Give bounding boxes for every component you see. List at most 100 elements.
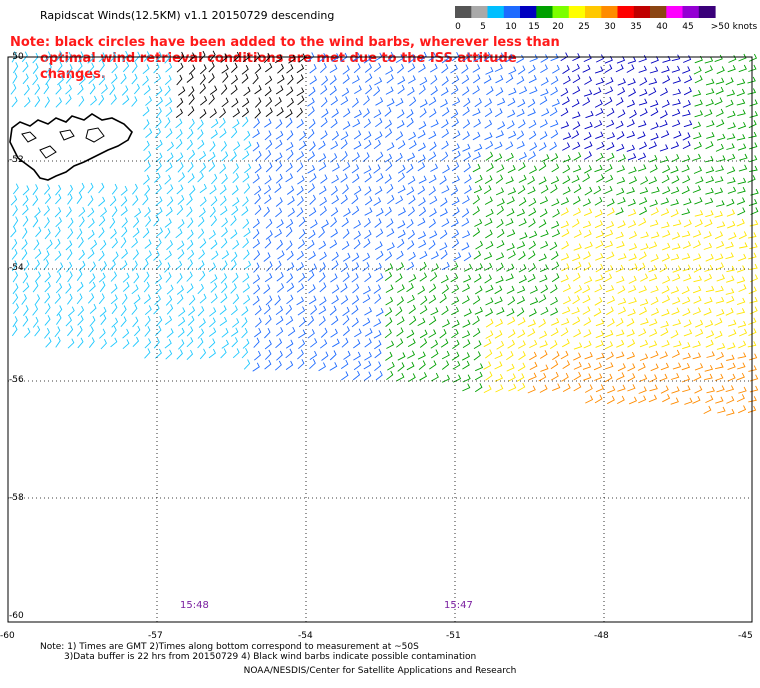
wind-barb	[451, 143, 460, 152]
wind-barb	[254, 350, 261, 361]
wind-barb	[648, 340, 658, 348]
wind-barb	[639, 306, 648, 316]
wind-barb	[210, 196, 218, 207]
wind-barb	[428, 316, 437, 326]
wind-barb-field	[10, 50, 759, 416]
wind-barb	[253, 250, 261, 261]
wind-barb	[508, 130, 517, 139]
wind-barb	[683, 55, 692, 63]
wind-barb	[747, 88, 757, 95]
wind-barb	[352, 370, 361, 381]
lat-label: -58	[9, 493, 24, 503]
wind-barb	[507, 250, 516, 259]
wind-barb	[197, 216, 205, 227]
wind-barb	[617, 109, 626, 118]
wind-barb	[175, 108, 183, 118]
wind-barb	[111, 325, 117, 337]
wind-barb	[122, 50, 129, 62]
wind-barb	[606, 295, 616, 304]
wind-barb	[330, 217, 337, 228]
wind-barb	[704, 364, 714, 372]
wind-barb	[705, 395, 714, 404]
wind-barb	[616, 143, 625, 152]
wind-barb	[397, 207, 406, 216]
wind-barb	[329, 362, 338, 371]
wind-barb	[496, 252, 505, 261]
wind-barb	[87, 249, 95, 260]
wind-barb	[220, 348, 227, 359]
wind-barb	[703, 307, 712, 316]
wind-barb	[143, 294, 151, 304]
wind-barb	[373, 109, 382, 118]
wind-barb	[497, 121, 506, 130]
wind-barb	[23, 305, 29, 316]
wind-barb	[254, 317, 262, 328]
wind-barb	[627, 339, 636, 348]
wind-barb	[585, 110, 594, 119]
time-label: 15:47	[444, 600, 473, 611]
wind-barb	[155, 183, 162, 195]
wind-barb	[561, 228, 570, 238]
wind-barb	[683, 120, 693, 128]
wind-barb	[528, 218, 536, 228]
wind-barb	[494, 285, 503, 295]
wind-barb	[682, 264, 691, 272]
wind-barb	[110, 271, 117, 282]
wind-barb	[76, 228, 83, 240]
wind-barb	[309, 63, 317, 74]
wind-barb	[310, 305, 318, 315]
wind-barb	[373, 284, 381, 294]
wind-barb	[12, 316, 18, 328]
wind-barb	[594, 120, 603, 129]
wind-barb	[672, 76, 682, 84]
wind-barb	[341, 87, 350, 97]
wind-barb	[670, 253, 680, 261]
wind-barb	[296, 64, 305, 74]
wind-barb	[318, 185, 327, 195]
wind-barb	[142, 174, 150, 185]
wind-barb	[485, 318, 494, 328]
wind-barb	[253, 118, 260, 129]
wind-barb	[144, 184, 151, 196]
wind-barb	[299, 131, 307, 141]
wind-barb	[551, 251, 559, 261]
wind-barb	[396, 250, 404, 260]
wind-barb	[661, 221, 670, 229]
wind-barb	[485, 349, 493, 359]
wind-barb	[639, 374, 648, 382]
wind-barb	[209, 185, 217, 195]
wind-barb	[22, 282, 30, 293]
wind-barb	[681, 362, 691, 371]
wind-barb	[252, 362, 260, 372]
wind-barb	[188, 294, 196, 306]
wind-barb	[351, 317, 359, 328]
wind-barb	[376, 173, 384, 183]
wind-barb	[560, 197, 570, 206]
wind-barb	[351, 295, 360, 305]
wind-barb	[715, 143, 724, 152]
wind-barb	[737, 143, 747, 151]
wind-barb	[441, 54, 449, 64]
wind-barb	[122, 61, 130, 73]
wind-barb	[395, 195, 404, 205]
wind-barb	[695, 319, 704, 328]
wind-barb	[704, 219, 713, 228]
wind-barb	[341, 240, 350, 250]
wind-barb	[472, 327, 481, 338]
wind-barb	[748, 64, 757, 72]
wind-barb	[242, 116, 249, 128]
wind-barb	[131, 284, 139, 295]
wind-barb	[65, 283, 72, 294]
wind-barb	[76, 281, 84, 292]
wind-barb	[12, 271, 19, 283]
wind-barb	[737, 177, 747, 185]
wind-barb	[331, 315, 339, 326]
wind-barb	[231, 337, 238, 348]
wind-barb	[331, 295, 339, 305]
wind-barb	[441, 319, 450, 328]
wind-barb	[648, 87, 657, 96]
wind-barb	[639, 339, 649, 348]
wind-barb	[550, 327, 559, 337]
wind-barb	[363, 238, 371, 248]
wind-barb	[186, 337, 194, 348]
